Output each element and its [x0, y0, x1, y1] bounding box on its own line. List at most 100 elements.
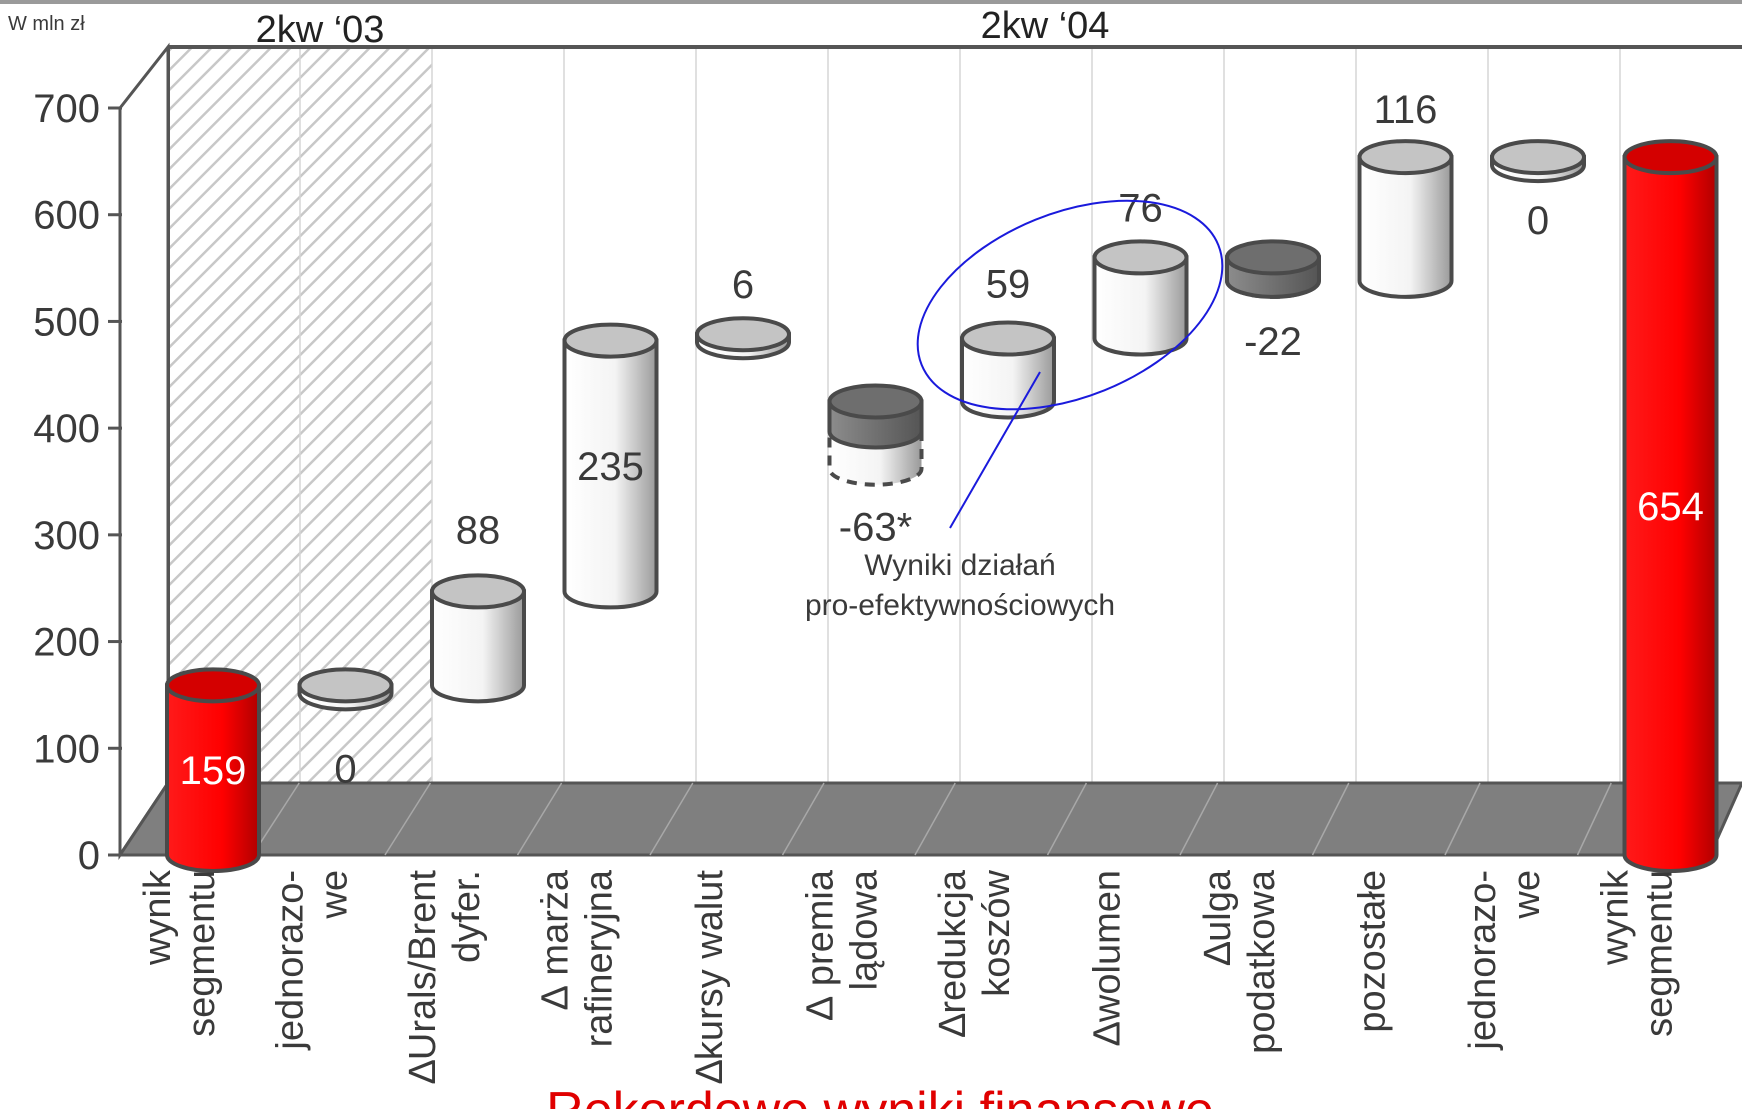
- category-label: jednorazo-we: [1462, 870, 1548, 1051]
- y-tick-label: 0: [78, 834, 100, 878]
- value-label: 116: [1374, 88, 1438, 132]
- category-label-line: pozostałe: [1352, 870, 1394, 1033]
- category-label-line: ∆kursy walut: [689, 870, 731, 1084]
- category-label: ∆kursy walut: [689, 870, 731, 1084]
- bar-4-cap: [562, 322, 659, 359]
- unit-label: W mln zł: [8, 13, 85, 35]
- value-label: 159: [180, 749, 247, 793]
- value-label: 0: [334, 747, 356, 791]
- category-label-line: ∆ premia: [800, 869, 842, 1020]
- bar-3-cap: [430, 573, 526, 610]
- category-label-line: dyfer.: [446, 870, 488, 963]
- bar-3: [430, 573, 526, 704]
- floor-divider: [1576, 782, 1612, 856]
- bar-12-body: [1622, 155, 1719, 873]
- bar-2-cap: [297, 667, 394, 704]
- category-label: ∆ premia lądowa: [800, 869, 886, 1020]
- category-label-line: jednorazo-: [1462, 870, 1504, 1051]
- bar-1-cap: [165, 667, 261, 704]
- bar-7-cap: [960, 320, 1056, 357]
- bar-9-cap: [1225, 239, 1321, 276]
- floor-divider: [649, 782, 694, 856]
- bar-8-cap: [1092, 239, 1189, 276]
- y-tick-label: 700: [33, 87, 100, 131]
- value-label: 76: [1118, 186, 1163, 230]
- floor-divider: [384, 782, 432, 856]
- annotation-line-2: pro-efektywnościowych: [805, 589, 1115, 622]
- category-label-line: podatkowa: [1241, 869, 1283, 1054]
- annotation-line-1: Wyniki działań: [864, 549, 1055, 582]
- y-tick-label: 100: [33, 727, 100, 771]
- bar-6: [827, 383, 924, 487]
- bar-10-cap: [1357, 139, 1454, 176]
- bar-4: [562, 322, 659, 610]
- category-label: jednorazo-we: [270, 870, 356, 1051]
- y-tick-label: 600: [33, 194, 100, 238]
- floor-divider: [1046, 782, 1088, 856]
- category-label-line: we: [314, 870, 356, 920]
- floor: [117, 781, 1742, 857]
- category-label-line: segmentu: [181, 870, 223, 1037]
- value-label: 59: [986, 263, 1031, 307]
- category-label-line: jednorazo-: [270, 870, 312, 1051]
- y-tick-label: 300: [33, 514, 100, 558]
- category-label-line: ∆ marża: [535, 869, 577, 1009]
- bar-5-cap: [695, 316, 791, 353]
- bar-9: [1225, 239, 1321, 299]
- floor-divider: [1311, 782, 1350, 856]
- category-label-line: segmentu: [1639, 870, 1681, 1037]
- category-label-line: wynik: [137, 869, 179, 966]
- category-label-line: ∆redukcja: [932, 869, 974, 1037]
- period-label-prior: 2kw ‘03: [256, 9, 385, 51]
- floor-divider: [1444, 782, 1481, 856]
- category-label: ∆redukcja koszów: [932, 869, 1018, 1037]
- bar-10: [1357, 139, 1454, 299]
- left-wall: [118, 42, 170, 860]
- floor-divider: [781, 782, 825, 856]
- value-label: 88: [456, 508, 501, 552]
- value-labels: 159 0 88 235 6 -63* 59 76 -22 116 0 654: [180, 88, 1704, 793]
- value-label: 6: [732, 263, 754, 307]
- category-label: ∆Urals/Brent dyfer.: [402, 870, 488, 1084]
- period-label-current: 2kw ‘04: [981, 5, 1110, 47]
- category-label: ∆ulga podatkowa: [1197, 869, 1283, 1054]
- bar-4-body: [562, 338, 659, 610]
- bar-5: [695, 316, 791, 361]
- floor-divider: [516, 782, 563, 856]
- category-label: pozostałe: [1352, 870, 1394, 1033]
- bar-8-body: [1092, 255, 1189, 357]
- bars: [165, 139, 1719, 873]
- floor-divider: [914, 782, 956, 856]
- y-tick-label: 500: [33, 300, 100, 344]
- category-label: wynik segmentu: [137, 869, 223, 1037]
- category-label: ∆ marża rafineryjna: [535, 869, 621, 1047]
- annotation-ellipse: [916, 199, 1224, 411]
- value-label: -63*: [839, 506, 912, 550]
- floor-dividers: [251, 782, 1612, 856]
- category-label-line: wynik: [1595, 869, 1637, 966]
- bar-12: [1622, 139, 1719, 873]
- bar-10-body: [1357, 155, 1454, 299]
- y-tick-label: 200: [33, 621, 100, 665]
- bar-11: [1490, 139, 1586, 184]
- category-labels: wynik segmentu jednorazo-we ∆Urals/Brent dyf…: [137, 869, 1681, 1083]
- annotation-pointer-line: [949, 371, 1041, 529]
- value-label: 654: [1637, 485, 1704, 529]
- floor-divider: [1179, 782, 1219, 856]
- value-label: 0: [1527, 199, 1549, 243]
- y-axis-ticks: 0 100 200 300 400 500 600 700: [33, 87, 122, 878]
- category-label: ∆wolumen: [1087, 870, 1129, 1045]
- bar-6-cap: [827, 383, 924, 420]
- bar-3-body: [430, 589, 526, 704]
- bar-2: [297, 667, 394, 712]
- category-label-line: rafineryjna: [579, 869, 621, 1047]
- category-label-line: ∆wolumen: [1087, 870, 1129, 1045]
- back-wall: [168, 47, 1742, 783]
- bar-8: [1092, 239, 1189, 357]
- bar-11-cap: [1490, 139, 1586, 176]
- category-label-line: we: [1506, 870, 1548, 920]
- category-label-line: lądowa: [844, 869, 886, 990]
- bar-1: [165, 667, 261, 873]
- bar-7: [960, 320, 1056, 420]
